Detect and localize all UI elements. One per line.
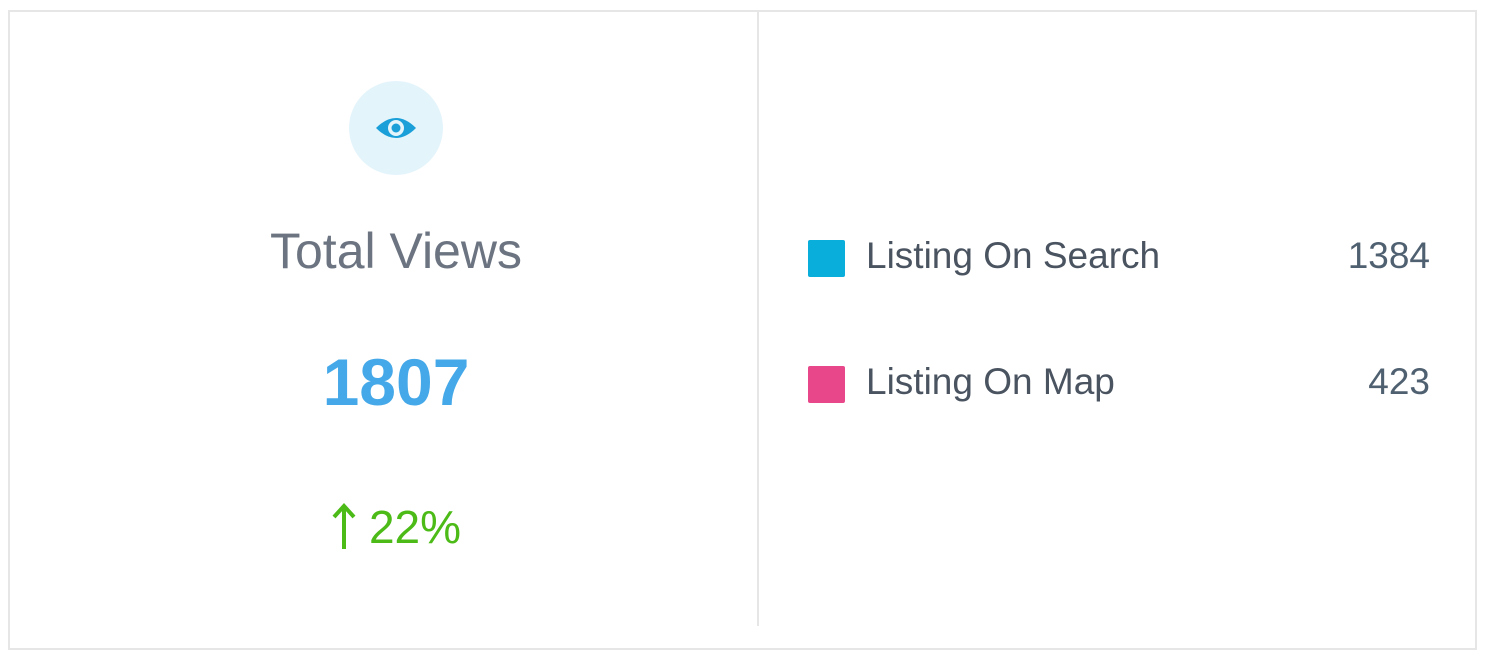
summary-change: 22% [146, 500, 646, 554]
row-label: Listing On Search [866, 235, 1161, 276]
page: Total Views 1807 22% Listing On Search 13… [8, 10, 1477, 650]
up-arrow [332, 503, 356, 549]
breakdown-row: Listing On Search 1384 [808, 235, 1430, 278]
row-label: Listing On Map [866, 361, 1115, 402]
eye-glyph [376, 118, 416, 138]
color-swatch [808, 366, 845, 403]
breakdown-row: Listing On Map 423 [808, 361, 1430, 404]
eye-icon [349, 81, 443, 175]
summary-value: 1807 [322, 345, 470, 419]
row-value: 423 [1368, 361, 1430, 402]
row-value: 1384 [1347, 235, 1430, 276]
summary-title: Total Views [270, 223, 522, 279]
divider [757, 10, 759, 626]
color-swatch [808, 240, 845, 277]
card [8, 10, 1477, 650]
change-text: 22% [368, 501, 462, 553]
